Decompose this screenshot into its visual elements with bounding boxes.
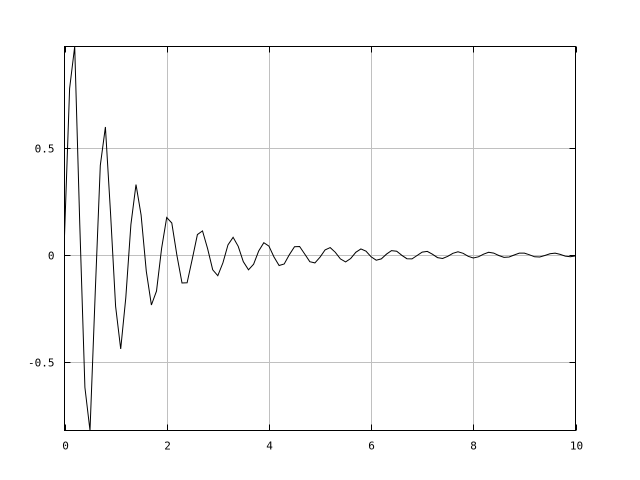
ticks [64,46,577,431]
y-tick-label: -0.5 [28,357,55,370]
y-tick-label: 0.5 [35,143,55,156]
x-tick-label: 10 [570,440,583,453]
x-tick-label: 4 [266,440,273,453]
x-tick-label: 0 [62,440,69,453]
series-line [64,46,576,431]
x-tick-label: 2 [164,440,171,453]
x-tick-label: 6 [368,440,375,453]
grid [64,46,576,431]
plot-frame [64,46,576,431]
x-tick-label: 8 [470,440,477,453]
y-tick-label: 0 [48,250,55,263]
tick-labels: 0 2 4 6 8 10 -0.5 0 0.5 [28,143,583,453]
